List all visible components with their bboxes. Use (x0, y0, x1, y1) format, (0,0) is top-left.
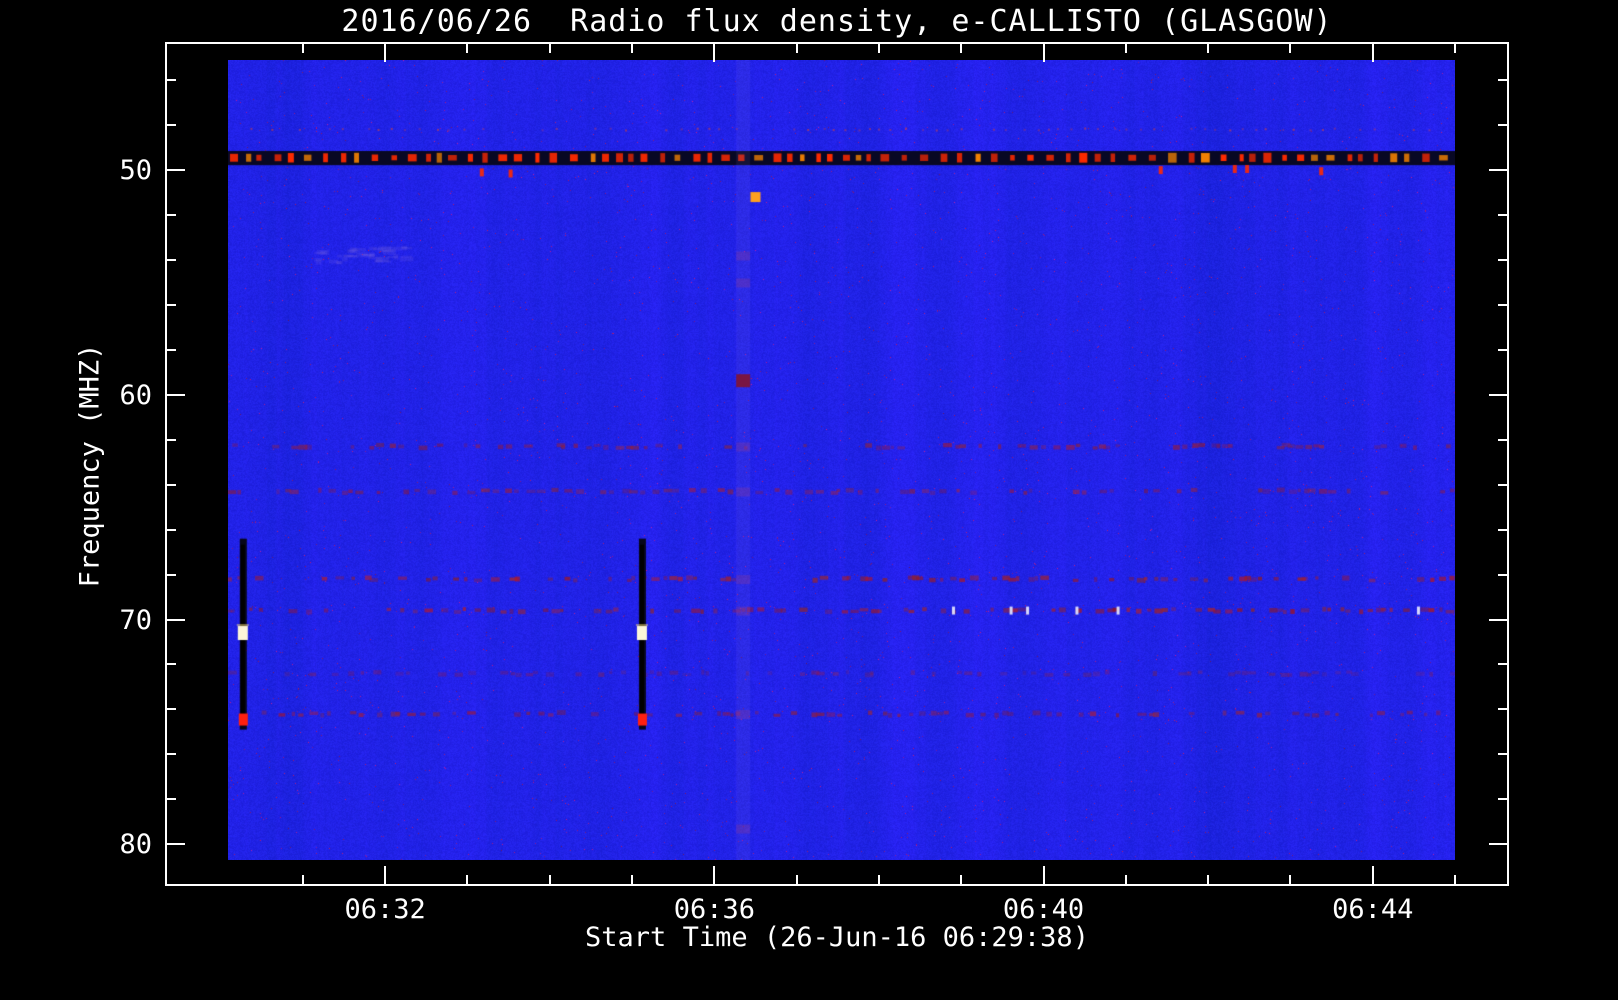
y-minor-tick (1498, 484, 1507, 486)
y-minor-tick (167, 753, 176, 755)
y-major-tick (1489, 843, 1507, 845)
x-tick-label: 06:32 (344, 894, 426, 925)
x-major-tick (1043, 866, 1045, 884)
x-tick-label: 06:36 (673, 894, 755, 925)
x-major-tick (384, 866, 386, 884)
y-minor-tick (1498, 708, 1507, 710)
y-minor-tick (167, 214, 176, 216)
x-minor-tick (631, 875, 633, 884)
y-minor-tick (1498, 124, 1507, 126)
x-minor-tick (1207, 875, 1209, 884)
y-minor-tick (167, 124, 176, 126)
x-minor-tick (466, 875, 468, 884)
y-minor-tick (167, 484, 176, 486)
y-minor-tick (1498, 349, 1507, 351)
chart-title: 2016/06/26 Radio flux density, e-CALLIST… (341, 4, 1333, 39)
x-axis-label: Start Time (26-Jun-16 06:29:38) (585, 922, 1089, 953)
x-major-tick (384, 44, 386, 62)
y-minor-tick (167, 349, 176, 351)
plot-frame (165, 42, 1509, 886)
y-minor-tick (1498, 259, 1507, 261)
x-minor-tick (1289, 44, 1291, 53)
x-major-tick (1043, 44, 1045, 62)
y-major-tick (167, 169, 185, 171)
y-minor-tick (1498, 304, 1507, 306)
y-major-tick (1489, 394, 1507, 396)
y-major-tick (167, 394, 185, 396)
y-minor-tick (167, 79, 176, 81)
x-minor-tick (549, 875, 551, 884)
x-major-tick (1372, 866, 1374, 884)
x-major-tick (1372, 44, 1374, 62)
y-minor-tick (167, 439, 176, 441)
x-minor-tick (960, 44, 962, 53)
x-minor-tick (1125, 875, 1127, 884)
y-minor-tick (167, 663, 176, 665)
y-minor-tick (1498, 574, 1507, 576)
x-minor-tick (1207, 44, 1209, 53)
x-minor-tick (302, 44, 304, 53)
y-minor-tick (1498, 79, 1507, 81)
y-minor-tick (167, 708, 176, 710)
x-minor-tick (466, 44, 468, 53)
y-minor-tick (1498, 439, 1507, 441)
y-minor-tick (1498, 753, 1507, 755)
y-minor-tick (167, 574, 176, 576)
x-minor-tick (631, 44, 633, 53)
x-minor-tick (878, 875, 880, 884)
x-major-tick (713, 866, 715, 884)
x-minor-tick (1289, 875, 1291, 884)
x-minor-tick (1125, 44, 1127, 53)
x-tick-label: 06:44 (1332, 894, 1414, 925)
y-minor-tick (1498, 798, 1507, 800)
spectrogram-image (228, 60, 1455, 860)
y-minor-tick (167, 798, 176, 800)
y-major-tick (167, 843, 185, 845)
x-minor-tick (796, 875, 798, 884)
x-minor-tick (796, 44, 798, 53)
x-minor-tick (549, 44, 551, 53)
y-tick-label: 70 (119, 604, 152, 636)
y-tick-label: 80 (119, 829, 152, 861)
x-major-tick (713, 44, 715, 62)
x-minor-tick (960, 875, 962, 884)
x-minor-tick (1454, 875, 1456, 884)
y-major-tick (167, 619, 185, 621)
y-major-tick (1489, 619, 1507, 621)
x-tick-label: 06:40 (1002, 894, 1085, 925)
y-minor-tick (1498, 214, 1507, 216)
y-major-tick (1489, 169, 1507, 171)
y-minor-tick (167, 259, 176, 261)
y-minor-tick (1498, 529, 1507, 531)
x-minor-tick (302, 875, 304, 884)
y-minor-tick (167, 304, 176, 306)
x-minor-tick (878, 44, 880, 53)
x-minor-tick (1454, 44, 1456, 53)
y-tick-label: 50 (119, 155, 152, 187)
y-minor-tick (167, 529, 176, 531)
y-minor-tick (1498, 663, 1507, 665)
y-tick-label: 60 (119, 379, 152, 411)
